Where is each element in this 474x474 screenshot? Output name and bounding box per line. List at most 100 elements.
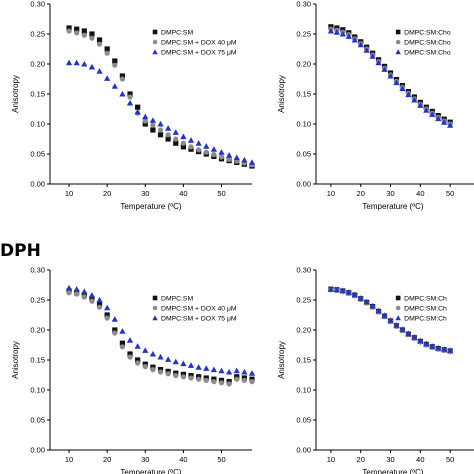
y-tick-label: 0.10 — [30, 386, 45, 395]
data-point — [135, 104, 141, 110]
data-point — [134, 108, 141, 115]
data-point — [165, 136, 171, 142]
data-point — [104, 46, 110, 52]
data-point — [393, 322, 400, 328]
data-point — [351, 36, 358, 43]
y-axis-title: Anisotropy — [277, 341, 286, 379]
y-tick-label: 0.05 — [30, 150, 45, 159]
data-point — [81, 28, 87, 34]
y-axis-title: Anisotropy — [11, 75, 20, 113]
data-point — [157, 353, 164, 360]
y-tick-label: 0.20 — [296, 326, 311, 335]
legend-marker — [152, 315, 158, 321]
data-point — [226, 156, 232, 162]
data-point — [435, 115, 442, 122]
legend-label: DMPC:SM + DOX 75 μM — [161, 50, 237, 57]
data-point — [417, 102, 424, 108]
y-tick-label: 0.25 — [30, 296, 45, 305]
data-point — [127, 94, 133, 100]
data-point — [423, 107, 430, 113]
x-tick-label: 40 — [179, 455, 187, 464]
data-point — [73, 286, 80, 292]
data-point — [441, 346, 448, 352]
data-point — [405, 91, 412, 98]
data-point — [357, 295, 364, 301]
legend-marker — [395, 295, 401, 301]
data-point — [165, 132, 171, 138]
y-tick-label: 0.15 — [296, 90, 311, 99]
x-tick-label: 40 — [416, 455, 424, 464]
data-point — [441, 119, 448, 125]
data-point — [226, 368, 233, 375]
data-point — [387, 317, 394, 323]
x-tick-label: 50 — [217, 189, 225, 198]
y-tick-label: 0.10 — [296, 120, 311, 129]
data-point — [218, 367, 225, 374]
data-point — [172, 358, 179, 365]
legend-marker — [395, 315, 401, 321]
x-tick-label: 20 — [103, 455, 111, 464]
data-point — [135, 357, 141, 363]
data-point — [203, 143, 210, 149]
data-point — [429, 343, 436, 349]
data-point — [88, 292, 96, 298]
data-point — [127, 354, 133, 360]
x-tick-label: 50 — [446, 189, 454, 198]
data-point — [417, 337, 424, 344]
y-tick-label: 0.30 — [30, 266, 45, 275]
data-point — [447, 347, 454, 353]
data-point — [381, 312, 388, 319]
x-tick-label: 30 — [141, 189, 149, 198]
data-point — [423, 340, 430, 347]
data-point — [218, 380, 225, 386]
y-axis-title: Anisotropy — [277, 75, 286, 113]
x-tick-label: 20 — [357, 455, 365, 464]
data-point — [66, 25, 72, 31]
data-point — [74, 291, 80, 297]
data-point — [149, 117, 157, 123]
y-axis-title: Anisotropy — [11, 341, 20, 379]
data-point — [345, 289, 352, 295]
data-point — [96, 37, 103, 43]
data-point — [399, 85, 406, 92]
y-tick-label: 0.10 — [296, 386, 311, 395]
data-point — [66, 290, 72, 296]
legend-marker — [395, 49, 401, 55]
data-point — [226, 381, 232, 387]
data-point — [142, 364, 148, 370]
data-point — [375, 59, 382, 66]
data-point — [96, 296, 103, 303]
data-point — [111, 83, 118, 89]
legend-label: DMPC:SM:Cho — [404, 30, 451, 37]
x-tick-label: 20 — [103, 189, 111, 198]
x-tick-label: 30 — [141, 455, 149, 464]
data-point — [351, 291, 358, 298]
data-point — [104, 75, 111, 81]
data-point — [241, 377, 247, 383]
y-tick-label: 0.00 — [30, 446, 45, 455]
data-point — [150, 122, 156, 128]
data-point — [188, 375, 194, 381]
x-axis-title: Temperature (ºC) — [120, 468, 181, 474]
data-point — [180, 140, 186, 146]
legend-label: DMPC:SM:Ch — [404, 306, 447, 313]
data-point — [233, 154, 240, 161]
data-point — [180, 374, 186, 380]
data-point — [157, 369, 164, 375]
data-point — [126, 337, 134, 343]
data-point — [226, 152, 233, 158]
legend-marker — [152, 295, 158, 301]
chart-bottom-right: 0.00 0.05 0.10 0.15 0.20 0.25 0.30 10 20 30 40 50 Te… — [277, 266, 474, 474]
data-point — [435, 344, 442, 351]
data-point — [203, 149, 209, 155]
data-point — [411, 96, 418, 103]
data-point — [96, 304, 103, 310]
data-point — [81, 60, 88, 67]
data-point — [241, 368, 248, 375]
data-point — [104, 50, 110, 56]
data-point — [165, 371, 171, 377]
data-point — [333, 286, 340, 293]
data-point — [81, 294, 87, 300]
data-point — [218, 149, 225, 155]
